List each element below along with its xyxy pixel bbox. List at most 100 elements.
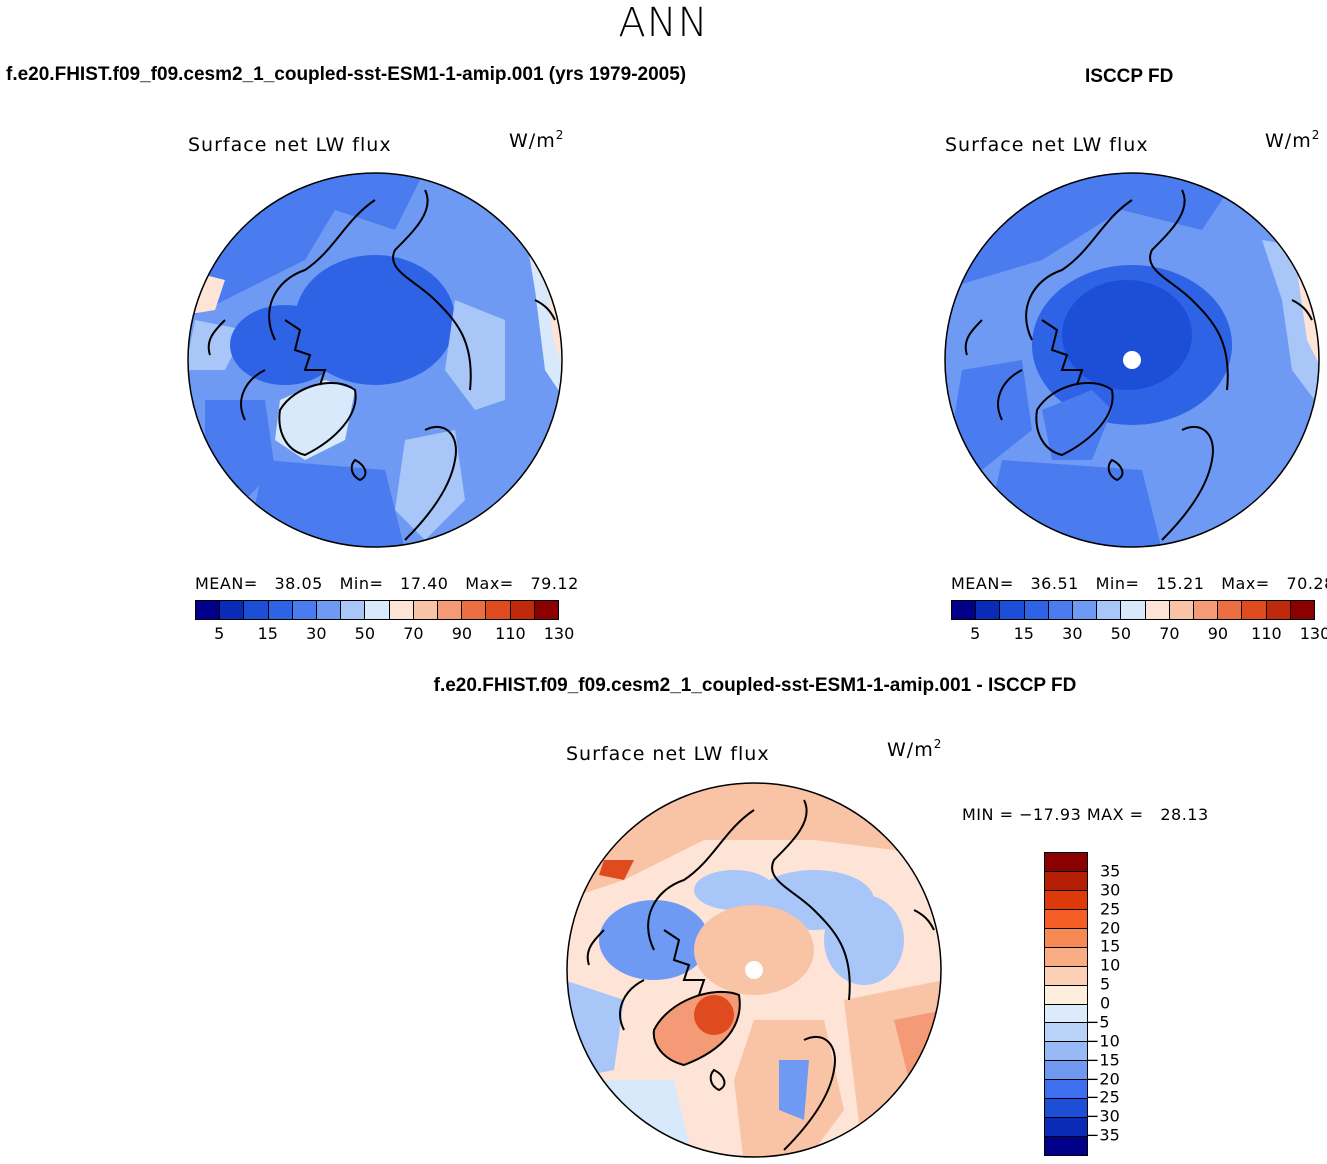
panel3-coastline	[663, 929, 706, 996]
panel2-colorbar-swatch	[1097, 601, 1122, 619]
panel3-coastline	[647, 809, 755, 951]
panel1-case-title: f.e20.FHIST.f09_f09.cesm2_1_coupled-sst-…	[6, 64, 687, 85]
panel1-colorbar-swatch	[341, 601, 366, 619]
panel3-colorbar-tick-label: −35	[1086, 1125, 1120, 1145]
panel1-colorbar-tick-label: 50	[354, 624, 376, 643]
panel1-map	[187, 172, 563, 548]
panel2-colorbar-tick-label: 90	[1207, 624, 1229, 643]
panel2-coastline	[1025, 199, 1133, 341]
panel2-map-border	[944, 172, 1320, 548]
panel3-colorbar-tick-label: −30	[1086, 1106, 1120, 1126]
panel3-colorbar-tick-label: 5	[1100, 974, 1111, 994]
panel3-colorbar-swatch	[1045, 909, 1087, 929]
panel1-coastline	[207, 319, 226, 356]
panel1-colorbar: 5 15 30 50 70 90 110 130	[195, 600, 574, 643]
panel2-colorbar-tick-label: 30	[1062, 624, 1083, 643]
panel1-colorbar-swatch	[438, 601, 463, 619]
panel1-colorbar-swatch	[292, 601, 318, 619]
panel1-colorbar-tick-label: 5	[214, 624, 225, 643]
panel1-colorbar-tick-label: 30	[306, 624, 327, 643]
panel1-units: W/m2	[509, 128, 565, 152]
panel2-coastline	[1107, 458, 1124, 482]
panel2-colorbar-tick-label: 130	[1299, 624, 1327, 643]
panel1-colorbar-swatch	[510, 601, 535, 619]
panel1-coastline	[268, 199, 376, 341]
panel3-colorbar-tick-label: 10	[1100, 955, 1121, 975]
panel3-colorbar-tick-label: −15	[1086, 1050, 1120, 1070]
panel3-colorbar-tick-label: −25	[1086, 1087, 1120, 1107]
panel2-coastline	[1149, 189, 1229, 391]
panel2-field-region	[1152, 420, 1242, 540]
panel2-colorbar-swatch	[1169, 601, 1195, 619]
panel2-colorbar-swatch	[976, 601, 1001, 619]
panel3-colorbar-swatch	[1045, 1042, 1087, 1062]
panel3-stats: MIN = −17.93 MAX = 28.13	[962, 805, 1209, 824]
panel3-colorbar-swatch	[1045, 947, 1087, 967]
panel2-plot-title: Surface net LW flux	[945, 134, 1149, 156]
panel3-colorbar-tick-label: −20	[1086, 1069, 1120, 1088]
panel3-colorbar-swatch	[1045, 871, 1087, 891]
panel2-field-region	[1042, 390, 1112, 460]
panel3-map-border	[566, 782, 942, 1158]
panel3-coastline	[771, 799, 851, 1001]
panel2-colorbar-swatch	[1194, 601, 1219, 619]
panel1-coastline	[284, 319, 327, 386]
panel2-colorbar-swatch	[1145, 601, 1170, 619]
panel3-coastline	[709, 1068, 726, 1092]
panel3-field-region	[567, 783, 941, 900]
panel3-field-region	[694, 905, 814, 995]
panel2-colorbar-tick-label: 70	[1159, 624, 1180, 643]
panel1-coastline	[392, 189, 472, 391]
panel3-coastline	[586, 929, 605, 966]
panel2-colorbar-swatch	[1073, 601, 1098, 619]
panel1-field-region	[445, 300, 505, 410]
panel3-colorbar-swatch	[1045, 1023, 1087, 1043]
panel3-colorbar-tick-label: 15	[1100, 936, 1121, 956]
panel1-coastline	[240, 369, 266, 421]
panel3-units: W/m2	[887, 737, 943, 761]
panel2-field-region	[1062, 280, 1192, 390]
panel1-colorbar-swatch	[317, 601, 342, 619]
panel2-coastline	[1161, 425, 1214, 541]
panel1-colorbar-swatch	[244, 601, 269, 619]
panel3-field-region	[694, 995, 734, 1035]
panel3-case-title: f.e20.FHIST.f09_f09.cesm2_1_coupled-sst-…	[433, 675, 1077, 696]
panel3-plot-title: Surface net LW flux	[566, 743, 770, 765]
panel3-field-region	[599, 860, 634, 880]
panel2-colorbar-swatch	[1266, 601, 1291, 619]
panel1-field-region	[230, 305, 340, 385]
panel3-colorbar-ticks: 35 30 25 20 15 10 5 0 −5 −10 −15 −20 −25 −30 −35	[1086, 852, 1158, 1154]
panel3-colorbar-tick-label: 20	[1100, 918, 1121, 937]
panel2-colorbar-swatch	[1121, 601, 1146, 619]
panel1-colorbar-swatch	[389, 601, 414, 619]
panel3-map	[566, 782, 942, 1158]
panel2-colorbar-tick-label: 50	[1110, 624, 1132, 643]
panel1-colorbar-tick-label: 110	[495, 624, 526, 643]
panel1-colorbar-swatch	[486, 601, 511, 619]
panel3-field-region	[844, 980, 941, 1157]
panel2-colorbar-tick-label: 5	[970, 624, 981, 643]
panel2-field-region	[952, 360, 1032, 470]
panel2-colorbar-swatch	[1290, 601, 1315, 619]
panel1-field-region	[245, 460, 405, 547]
panel2-colorbar-swatch	[1048, 601, 1074, 619]
panel3-colorbar-swatch	[1045, 1080, 1087, 1100]
panel1-colorbar-swatch	[196, 601, 221, 619]
panel3-colorbar-tick-label: −5	[1086, 1012, 1110, 1032]
panel3-colorbar-tick-label: 30	[1100, 880, 1121, 900]
panel3-colorbar-segments	[1044, 852, 1088, 1156]
panel2-stats: MEAN= 36.51 Min= 15.21 Max= 70.28	[951, 574, 1327, 593]
panel3-colorbar-swatch	[1045, 985, 1087, 1005]
panel2-colorbar-ticks: 5 15 30 50 70 90 110 130	[951, 620, 1327, 643]
panel1-colorbar-ticks: 5 15 30 50 70 90 110 130	[195, 620, 574, 643]
panel1-colorbar-tick-label: 15	[257, 624, 278, 643]
panel2-coastline	[1291, 299, 1313, 321]
panel2-colorbar-tick-label: 110	[1251, 624, 1282, 643]
panel1-colorbar-swatch	[534, 601, 559, 619]
panel3-colorbar-swatch	[1045, 966, 1087, 986]
panel3-colorbar-swatch	[1045, 853, 1087, 872]
panel2-colorbar-swatch	[1024, 601, 1049, 619]
panel2-coastline	[964, 319, 983, 356]
panel1-coastline	[350, 458, 367, 482]
panel3-colorbar-tick-label: −10	[1086, 1031, 1120, 1051]
